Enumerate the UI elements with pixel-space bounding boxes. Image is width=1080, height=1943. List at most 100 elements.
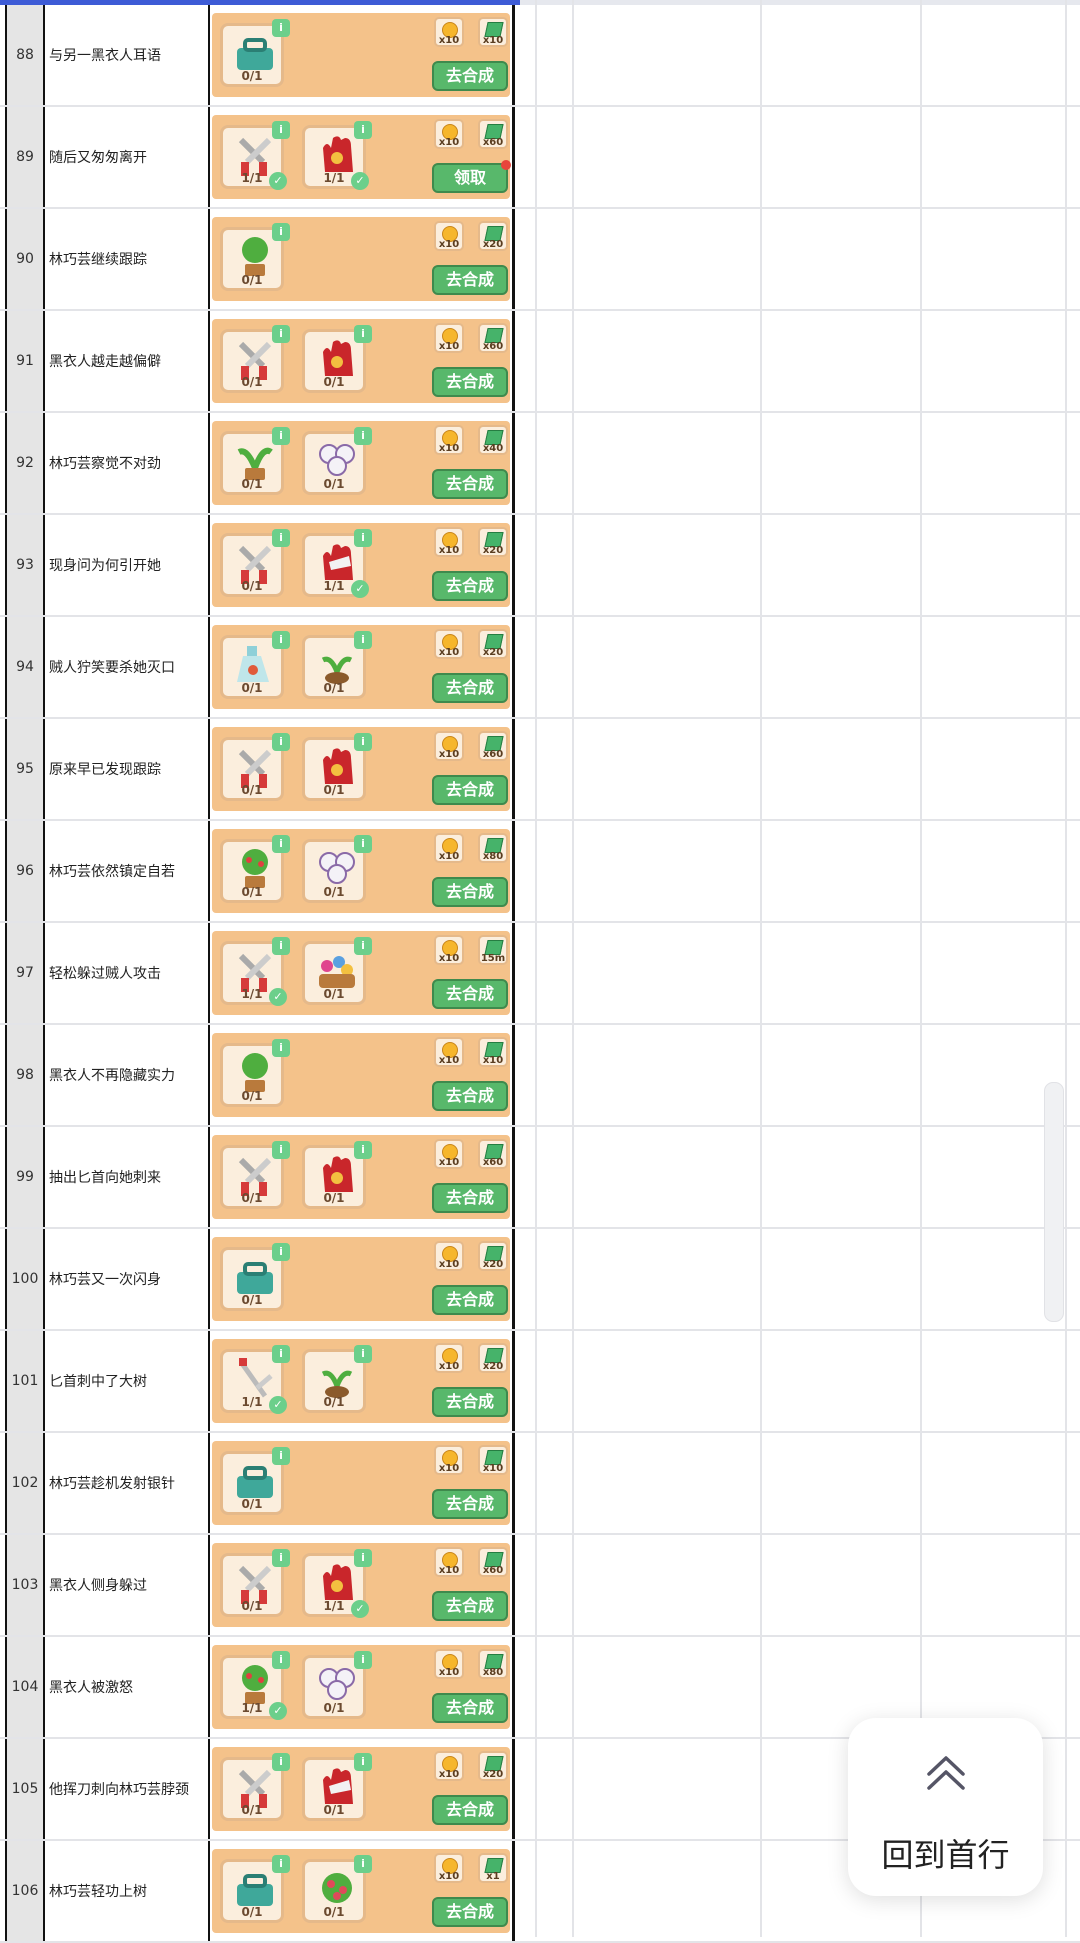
table-row[interactable]: 102 林巧芸趁机发射银针 i 0/1 x10 x10 去合成 — [0, 1433, 1080, 1535]
ingredient-slot[interactable]: i 0/1 — [220, 529, 290, 597]
ingredient-slot[interactable]: i 1/1 ✓ — [220, 121, 290, 190]
ingredient-slot[interactable]: i 0/1 — [302, 835, 372, 903]
info-icon[interactable]: i — [272, 1243, 290, 1261]
ingredient-slot[interactable]: i 0/1 — [220, 835, 290, 903]
info-icon[interactable]: i — [354, 835, 372, 853]
info-icon[interactable]: i — [354, 121, 372, 139]
ingredient-slot[interactable]: i 0/1 — [302, 937, 372, 1005]
ingredient-slot[interactable]: i 0/1 — [220, 19, 290, 87]
info-icon[interactable]: i — [354, 1753, 372, 1771]
task-description[interactable]: 贼人狞笑要杀她灭口 — [45, 617, 210, 717]
info-icon[interactable]: i — [272, 1855, 290, 1873]
info-icon[interactable]: i — [354, 1549, 372, 1567]
info-icon[interactable]: i — [354, 427, 372, 445]
info-icon[interactable]: i — [272, 1651, 290, 1669]
info-icon[interactable]: i — [272, 1039, 290, 1057]
task-description[interactable]: 黑衣人越走越偏僻 — [45, 311, 210, 411]
info-icon[interactable]: i — [272, 631, 290, 649]
info-icon[interactable]: i — [272, 937, 290, 955]
ingredient-slot[interactable]: i 1/1 ✓ — [302, 529, 372, 598]
go-merge-button[interactable]: 去合成 — [432, 1285, 508, 1315]
back-to-top-button[interactable]: 回到首行 — [848, 1718, 1043, 1896]
embedded-screenshot-cell[interactable]: i 0/1 x10 x20 去合成 — [210, 209, 515, 309]
go-merge-button[interactable]: 去合成 — [432, 1795, 508, 1825]
task-description[interactable]: 林巧芸又一次闪身 — [45, 1229, 210, 1329]
embedded-screenshot-cell[interactable]: i 1/1 ✓ i 1/1 ✓ x10 x60 领取 — [210, 107, 515, 207]
table-row[interactable]: 89 随后又匆匆离开 i 1/1 ✓ i 1/1 ✓ x10 x60 领取 — [0, 107, 1080, 209]
ingredient-slot[interactable]: i 0/1 — [220, 1855, 290, 1923]
info-icon[interactable]: i — [354, 529, 372, 547]
go-merge-button[interactable]: 去合成 — [432, 1591, 508, 1621]
go-merge-button[interactable]: 去合成 — [432, 1387, 508, 1417]
info-icon[interactable]: i — [272, 325, 290, 343]
table-row[interactable]: 95 原来早已发现跟踪 i 0/1 i 0/1 x10 x60 去合成 — [0, 719, 1080, 821]
task-description[interactable]: 随后又匆匆离开 — [45, 107, 210, 207]
ingredient-slot[interactable]: i 0/1 — [302, 1651, 372, 1719]
embedded-screenshot-cell[interactable]: i 0/1 i 1/1 ✓ x10 x20 去合成 — [210, 515, 515, 615]
go-merge-button[interactable]: 去合成 — [432, 571, 508, 601]
info-icon[interactable]: i — [354, 631, 372, 649]
info-icon[interactable]: i — [354, 325, 372, 343]
task-description[interactable]: 林巧芸继续跟踪 — [45, 209, 210, 309]
ingredient-slot[interactable]: i 0/1 — [220, 1039, 290, 1107]
go-merge-button[interactable]: 去合成 — [432, 1693, 508, 1723]
task-description[interactable]: 匕首刺中了大树 — [45, 1331, 210, 1431]
go-merge-button[interactable]: 去合成 — [432, 979, 508, 1009]
go-merge-button[interactable]: 去合成 — [432, 1183, 508, 1213]
task-description[interactable]: 现身问为何引开她 — [45, 515, 210, 615]
embedded-screenshot-cell[interactable]: i 0/1 i 0/1 x10 x20 去合成 — [210, 617, 515, 717]
info-icon[interactable]: i — [272, 1345, 290, 1363]
embedded-screenshot-cell[interactable]: i 0/1 i 0/1 x10 x60 去合成 — [210, 1127, 515, 1227]
table-row[interactable]: 96 林巧芸依然镇定自若 i 0/1 i 0/1 x10 x80 去合成 — [0, 821, 1080, 923]
ingredient-slot[interactable]: i 0/1 — [220, 223, 290, 291]
ingredient-slot[interactable]: i 1/1 ✓ — [220, 1651, 290, 1720]
ingredient-slot[interactable]: i 0/1 — [302, 631, 372, 699]
info-icon[interactable]: i — [272, 1753, 290, 1771]
go-merge-button[interactable]: 去合成 — [432, 1081, 508, 1111]
embedded-screenshot-cell[interactable]: i 0/1 i 0/1 x10 x20 去合成 — [210, 1739, 515, 1839]
embedded-screenshot-cell[interactable]: i 0/1 i 0/1 x10 x1 去合成 — [210, 1841, 515, 1941]
table-row[interactable]: 94 贼人狞笑要杀她灭口 i 0/1 i 0/1 x10 x20 去合成 — [0, 617, 1080, 719]
task-description[interactable]: 林巧芸察觉不对劲 — [45, 413, 210, 513]
ingredient-slot[interactable]: i 0/1 — [220, 1549, 290, 1617]
ingredient-slot[interactable]: i 0/1 — [302, 1753, 372, 1821]
info-icon[interactable]: i — [272, 427, 290, 445]
ingredient-slot[interactable]: i 0/1 — [220, 631, 290, 699]
task-description[interactable]: 原来早已发现跟踪 — [45, 719, 210, 819]
go-merge-button[interactable]: 去合成 — [432, 1489, 508, 1519]
ingredient-slot[interactable]: i 0/1 — [302, 1345, 372, 1413]
task-description[interactable]: 林巧芸依然镇定自若 — [45, 821, 210, 921]
table-row[interactable]: 92 林巧芸察觉不对劲 i 0/1 i 0/1 x10 x40 去合成 — [0, 413, 1080, 515]
table-row[interactable]: 98 黑衣人不再隐藏实力 i 0/1 x10 x10 去合成 — [0, 1025, 1080, 1127]
vertical-scrollbar[interactable] — [1044, 1082, 1064, 1322]
task-description[interactable]: 他挥刀刺向林巧芸脖颈 — [45, 1739, 210, 1839]
info-icon[interactable]: i — [354, 937, 372, 955]
go-merge-button[interactable]: 去合成 — [432, 61, 508, 91]
task-description[interactable]: 与另一黑衣人耳语 — [45, 5, 210, 105]
go-merge-button[interactable]: 去合成 — [432, 469, 508, 499]
claim-button[interactable]: 领取 — [432, 160, 511, 193]
ingredient-slot[interactable]: i 0/1 — [302, 427, 372, 495]
table-row[interactable]: 103 黑衣人侧身躲过 i 0/1 i 1/1 ✓ x10 x60 去合成 — [0, 1535, 1080, 1637]
embedded-screenshot-cell[interactable]: i 0/1 i 0/1 x10 x60 去合成 — [210, 311, 515, 411]
task-description[interactable]: 黑衣人不再隐藏实力 — [45, 1025, 210, 1125]
ingredient-slot[interactable]: i 0/1 — [220, 1243, 290, 1311]
info-icon[interactable]: i — [272, 1549, 290, 1567]
embedded-screenshot-cell[interactable]: i 0/1 x10 x10 去合成 — [210, 1433, 515, 1533]
ingredient-slot[interactable]: i 0/1 — [302, 1141, 372, 1209]
table-row[interactable]: 104 黑衣人被激怒 i 1/1 ✓ i 0/1 x10 x80 去合成 — [0, 1637, 1080, 1739]
task-description[interactable]: 抽出匕首向她刺来 — [45, 1127, 210, 1227]
ingredient-slot[interactable]: i 1/1 ✓ — [302, 121, 372, 190]
ingredient-slot[interactable]: i 1/1 ✓ — [220, 1345, 290, 1414]
embedded-screenshot-cell[interactable]: i 0/1 i 0/1 x10 x60 去合成 — [210, 719, 515, 819]
info-icon[interactable]: i — [354, 1345, 372, 1363]
info-icon[interactable]: i — [354, 733, 372, 751]
table-row[interactable]: 105 他挥刀刺向林巧芸脖颈 i 0/1 i 0/1 x10 x20 去合成 — [0, 1739, 1080, 1841]
table-row[interactable]: 97 轻松躲过贼人攻击 i 1/1 ✓ i 0/1 x10 15m 去合成 — [0, 923, 1080, 1025]
embedded-screenshot-cell[interactable]: i 1/1 ✓ i 0/1 x10 x80 去合成 — [210, 1637, 515, 1737]
embedded-screenshot-cell[interactable]: i 0/1 i 0/1 x10 x40 去合成 — [210, 413, 515, 513]
info-icon[interactable]: i — [354, 1855, 372, 1873]
info-icon[interactable]: i — [272, 529, 290, 547]
info-icon[interactable]: i — [272, 733, 290, 751]
ingredient-slot[interactable]: i 0/1 — [220, 733, 290, 801]
